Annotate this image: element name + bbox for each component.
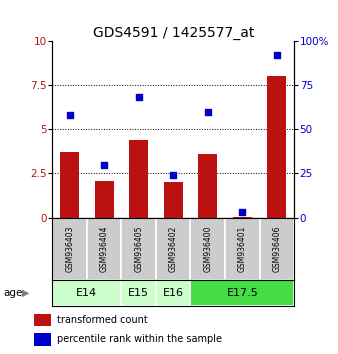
Text: percentile rank within the sample: percentile rank within the sample [57,334,222,344]
Bar [198,154,217,218]
Text: GSM936402: GSM936402 [169,225,178,272]
Point [205,109,211,114]
Point [274,52,280,58]
Point [240,210,245,215]
Text: E15: E15 [128,288,149,298]
Text: ▶: ▶ [22,288,29,298]
Bar [121,280,156,306]
Text: GSM936404: GSM936404 [100,225,109,272]
Point [136,95,141,100]
Text: GSM936403: GSM936403 [65,225,74,272]
Bar [87,218,121,280]
Bar [52,280,121,306]
Bar [34,333,51,346]
Text: GSM936405: GSM936405 [134,225,143,272]
Text: GSM936400: GSM936400 [203,225,212,272]
Text: GSM936401: GSM936401 [238,225,247,272]
Bar [52,218,87,280]
Bar [191,280,294,306]
Text: age: age [3,288,23,298]
Bar [121,218,156,280]
Bar [34,314,51,326]
Bar [267,76,286,218]
Point [101,162,107,167]
Text: GSM936406: GSM936406 [272,225,281,272]
Point [67,112,72,118]
Bar [60,152,79,218]
Title: GDS4591 / 1425577_at: GDS4591 / 1425577_at [93,26,254,40]
Text: E14: E14 [76,288,97,298]
Bar [260,218,294,280]
Bar [156,280,191,306]
Text: E16: E16 [163,288,184,298]
Text: E17.5: E17.5 [226,288,258,298]
Bar [191,218,225,280]
Bar [95,181,114,218]
Point [171,172,176,178]
Text: transformed count: transformed count [57,315,148,325]
Bar [233,217,252,218]
Bar [225,218,260,280]
Bar [156,218,191,280]
Bar [164,182,183,218]
Bar [129,140,148,218]
